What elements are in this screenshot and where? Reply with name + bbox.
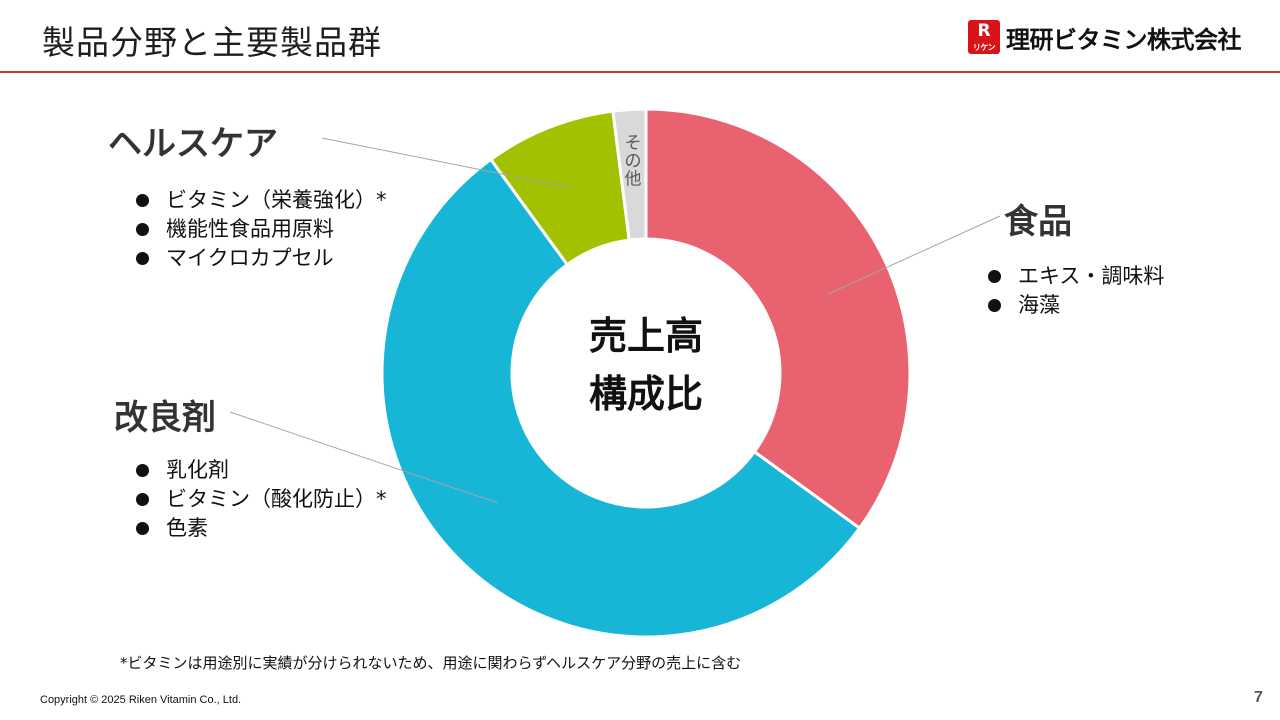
list-item-text: 色素 <box>166 516 208 540</box>
center-label-line-1: 売上高 <box>589 314 703 358</box>
list-item: ビタミン（栄養強化）* <box>136 186 387 215</box>
company-logo: R リケン 理研ビタミン株式会社 <box>968 20 1242 54</box>
logo-mark-sub: リケン <box>972 43 996 52</box>
list-item: エキス・調味料 <box>988 262 1164 291</box>
donut-slice-4 <box>611 107 648 242</box>
bullet-icon <box>136 522 149 535</box>
list-item-text: 海藻 <box>1018 293 1060 317</box>
bullet-icon <box>988 270 1001 283</box>
food-label: 食品 <box>1004 202 1072 242</box>
center-label-line-2: 構成比 <box>589 372 703 416</box>
list-item: 乳化剤 <box>136 456 387 485</box>
bullet-icon <box>136 464 149 477</box>
logo-mark-letter: R <box>977 21 991 41</box>
leader-line <box>229 411 499 504</box>
page-title: 製品分野と主要製品群 <box>42 23 382 62</box>
donut-slice-label-other: その他 <box>625 133 642 189</box>
copyright: Copyright © 2025 Riken Vitamin Co., Ltd. <box>40 694 242 706</box>
bullet-icon <box>136 194 149 207</box>
list-item-text: マイクロカプセル <box>166 246 334 270</box>
page-number: 7 <box>1254 689 1263 706</box>
header-divider <box>0 71 1280 73</box>
list-item-text: 乳化剤 <box>166 458 229 482</box>
list-item: 色素 <box>136 514 387 543</box>
donut-slice-1 <box>644 107 912 531</box>
bullet-icon <box>988 299 1001 312</box>
donut-slice-2 <box>380 157 862 639</box>
list-item-text: エキス・調味料 <box>1018 264 1165 288</box>
company-name: 理研ビタミン株式会社 <box>1006 25 1242 54</box>
list-item-text: ビタミン（酸化防止）* <box>166 487 387 511</box>
logo-mark-icon: R リケン <box>968 20 1000 54</box>
food-product-list: エキス・調味料 海藻 <box>988 262 1164 320</box>
footnote: *ビタミンは用途別に実績が分けられないため、用途に関わらずヘルスケア分野の売上に… <box>120 654 742 672</box>
list-item-text: ビタミン（栄養強化）* <box>166 188 387 212</box>
list-item-text: 機能性食品用原料 <box>166 217 334 241</box>
list-item: 機能性食品用原料 <box>136 215 387 244</box>
bullet-icon <box>136 223 149 236</box>
improver-product-list: 乳化剤 ビタミン（酸化防止）* 色素 <box>136 456 387 543</box>
leader-line <box>827 215 1001 295</box>
bullet-icon <box>136 493 149 506</box>
list-item: ビタミン（酸化防止）* <box>136 485 387 514</box>
improver-label: 改良剤 <box>114 398 216 438</box>
bullet-icon <box>136 252 149 265</box>
leader-line <box>321 137 573 189</box>
list-item: マイクロカプセル <box>136 244 387 273</box>
list-item: 海藻 <box>988 291 1164 320</box>
healthcare-product-list: ビタミン（栄養強化）* 機能性食品用原料 マイクロカプセル <box>136 186 387 273</box>
healthcare-label: ヘルスケア <box>108 124 278 164</box>
